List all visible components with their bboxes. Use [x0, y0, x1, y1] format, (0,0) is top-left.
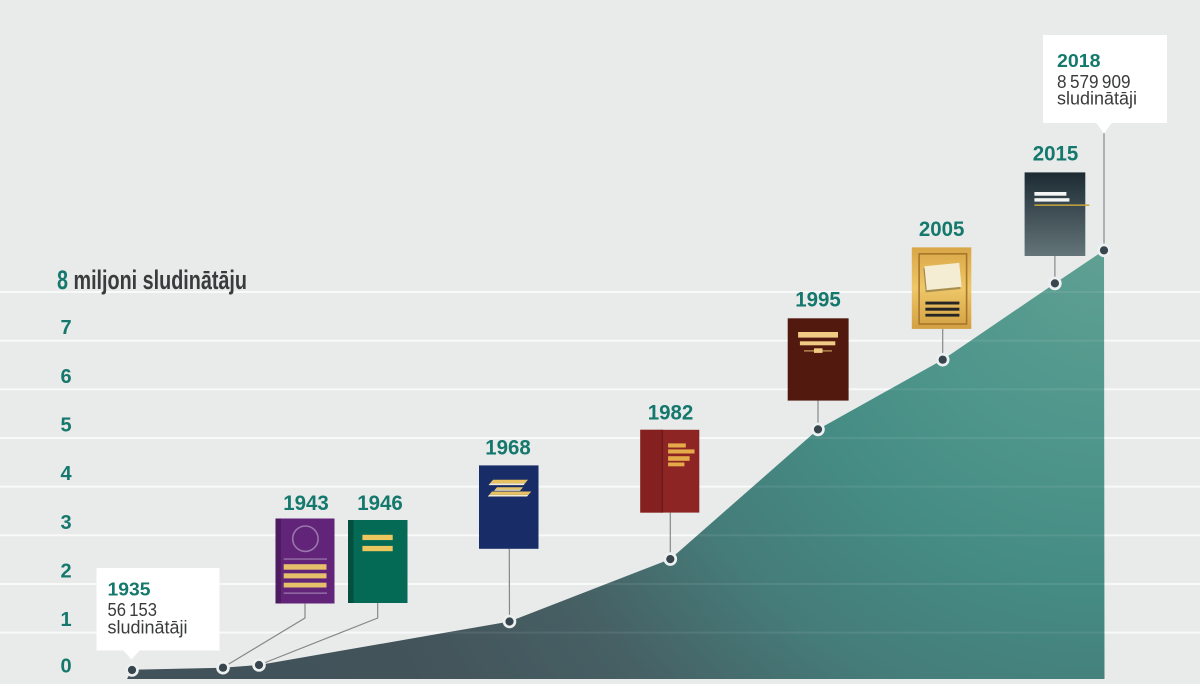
- svg-text:1982: 1982: [648, 402, 694, 425]
- svg-text:2018: 2018: [1057, 51, 1101, 71]
- svg-text:4: 4: [60, 463, 72, 485]
- svg-text:1968: 1968: [485, 437, 531, 460]
- svg-text:8 miljoni sludinātāju: 8 miljoni sludinātāju: [57, 265, 247, 295]
- svg-text:3: 3: [60, 512, 71, 534]
- svg-text:1943: 1943: [283, 492, 329, 515]
- svg-text:0: 0: [60, 656, 71, 678]
- svg-text:7: 7: [60, 317, 71, 339]
- svg-text:1995: 1995: [795, 289, 841, 312]
- svg-text:sludinātāji: sludinātāji: [1057, 89, 1137, 109]
- svg-text:sludinātāji: sludinātāji: [108, 618, 188, 638]
- svg-text:1935: 1935: [108, 580, 151, 600]
- svg-text:1: 1: [60, 609, 71, 631]
- svg-text:2: 2: [60, 561, 71, 583]
- svg-text:2005: 2005: [919, 218, 965, 241]
- svg-text:5: 5: [60, 415, 71, 437]
- svg-text:2015: 2015: [1033, 143, 1079, 166]
- svg-text:6: 6: [60, 366, 71, 388]
- svg-text:1946: 1946: [357, 492, 403, 515]
